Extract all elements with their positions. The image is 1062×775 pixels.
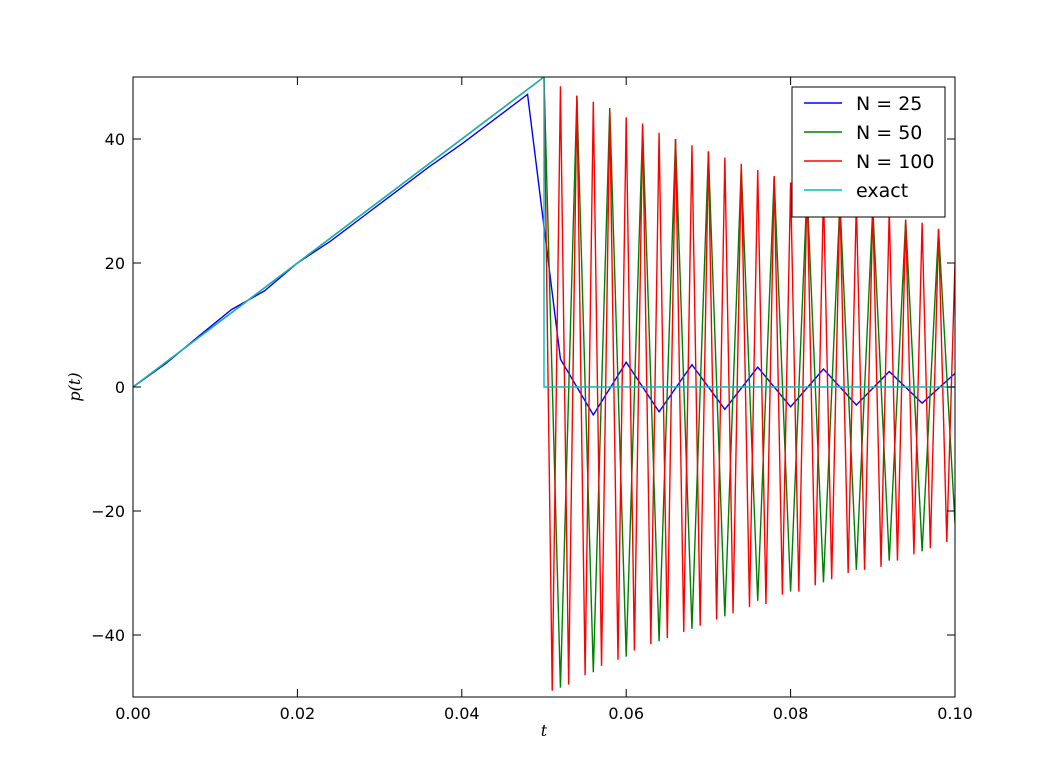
y-tick-label: 20 bbox=[105, 254, 125, 273]
y-axis-label: p(t) bbox=[65, 372, 84, 401]
x-axis-label: t bbox=[541, 721, 548, 740]
y-tick-label: −20 bbox=[91, 502, 125, 521]
legend-box bbox=[791, 86, 946, 218]
legend-label: exact bbox=[856, 180, 908, 202]
x-tick-label: 0.00 bbox=[115, 704, 151, 723]
x-tick-label: 0.06 bbox=[608, 704, 644, 723]
series-group bbox=[133, 77, 955, 691]
x-tick-label: 0.10 bbox=[937, 704, 973, 723]
x-tick-label: 0.02 bbox=[280, 704, 316, 723]
series-line-3 bbox=[133, 77, 955, 388]
x-tick-label: 0.08 bbox=[773, 704, 809, 723]
series-line-2 bbox=[133, 77, 955, 691]
y-tick-label: 0 bbox=[115, 378, 125, 397]
y-tick-label: 40 bbox=[105, 130, 125, 149]
x-tick-label: 0.04 bbox=[444, 704, 480, 723]
legend-label: N = 100 bbox=[856, 151, 934, 173]
ticks-group: 0.00 0.02 0.04 0.06 0.08 0.10 −40 −20 0 20 40 bbox=[91, 77, 973, 723]
legend-label: N = 25 bbox=[856, 93, 922, 115]
legend: N = 25 N = 50 N = 100 exact bbox=[791, 86, 946, 218]
legend-label: N = 50 bbox=[856, 122, 922, 144]
y-tick-label: −40 bbox=[91, 626, 125, 645]
